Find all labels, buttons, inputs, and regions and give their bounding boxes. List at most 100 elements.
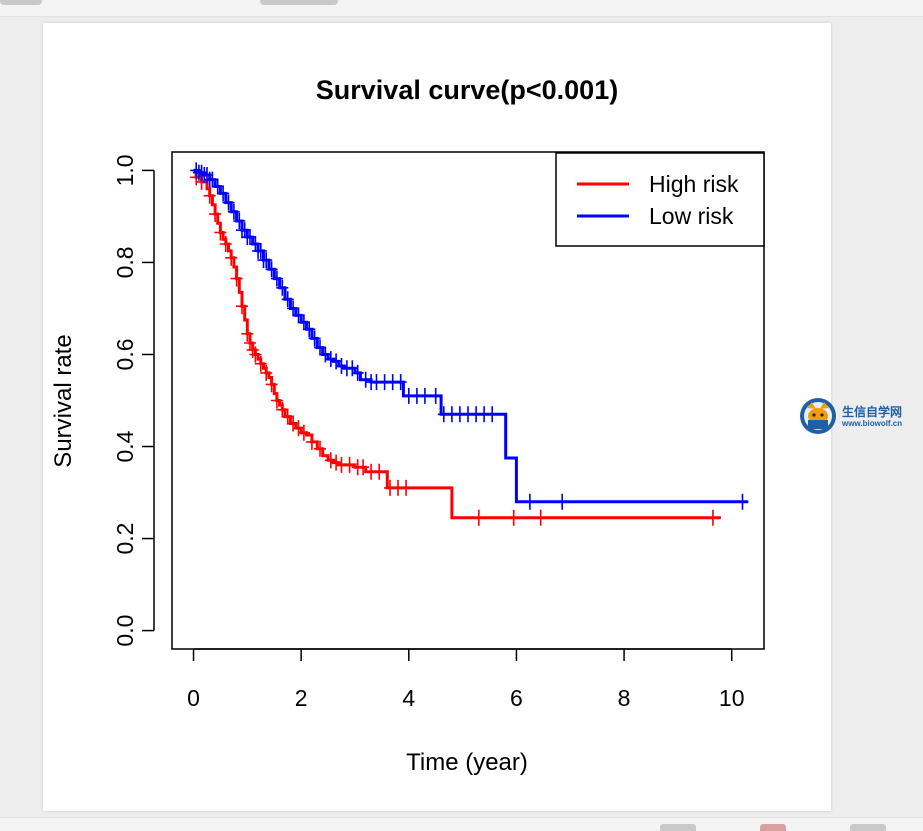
censor-mark-high-risk bbox=[534, 509, 547, 526]
plot-frame bbox=[171, 151, 765, 650]
toolbar-tab[interactable] bbox=[0, 0, 42, 5]
censor-mark-high-risk bbox=[203, 187, 216, 204]
censor-mark-low-risk bbox=[265, 261, 278, 278]
censor-mark-low-risk bbox=[394, 374, 407, 391]
x-tick-label: 2 bbox=[295, 685, 308, 711]
censor-mark-high-risk bbox=[330, 454, 343, 471]
censor-mark-high-risk bbox=[214, 224, 227, 241]
censor-mark-low-risk bbox=[270, 270, 283, 287]
censor-mark-low-risk bbox=[233, 213, 246, 229]
censor-mark-high-risk bbox=[343, 456, 356, 473]
censor-mark-high-risk bbox=[236, 298, 248, 315]
censor-mark-low-risk bbox=[260, 252, 273, 269]
censor-mark-high-risk bbox=[281, 408, 294, 425]
censor-mark-high-risk bbox=[357, 459, 370, 476]
y-axis-label: Survival rate bbox=[50, 334, 77, 467]
toolbar-tab[interactable] bbox=[260, 0, 338, 5]
toolbar-button[interactable] bbox=[760, 824, 786, 831]
legend: High risk Low risk bbox=[555, 152, 765, 247]
censor-mark-low-risk bbox=[486, 406, 499, 423]
censor-mark-low-risk bbox=[249, 236, 262, 252]
legend-label-low-risk: Low risk bbox=[649, 203, 734, 229]
x-tick-label: 0 bbox=[187, 685, 200, 711]
top-toolbar bbox=[0, 0, 923, 17]
censor-mark-high-risk bbox=[472, 509, 485, 526]
x-tick-label: 6 bbox=[510, 685, 523, 711]
censor-mark-low-risk bbox=[195, 164, 208, 181]
censor-mark-high-risk bbox=[507, 509, 520, 526]
censor-mark-low-risk bbox=[211, 178, 224, 195]
plot-card: Survival curve(p<0.001) Time (year) Surv… bbox=[43, 23, 831, 811]
censor-mark-low-risk bbox=[297, 314, 310, 331]
censor-mark-high-risk bbox=[373, 463, 386, 480]
censor-mark-low-risk bbox=[244, 229, 256, 246]
censor-mark-low-risk bbox=[287, 300, 300, 317]
censor-mark-high-risk bbox=[209, 206, 222, 223]
y-tick-label: 0.8 bbox=[112, 246, 138, 278]
censor-mark-low-risk bbox=[217, 185, 230, 202]
censor-mark-high-risk bbox=[260, 364, 273, 381]
censor-mark-low-risk bbox=[276, 279, 289, 296]
y-tick-label: 0.4 bbox=[112, 430, 138, 462]
censor-mark-low-risk bbox=[324, 351, 337, 368]
censor-mark-high-risk bbox=[244, 335, 256, 351]
toolbar-button[interactable] bbox=[660, 824, 696, 831]
censor-mark-high-risk bbox=[265, 376, 278, 393]
censor-mark-high-risk bbox=[706, 509, 719, 526]
censor-mark-high-risk bbox=[225, 249, 238, 266]
censor-mark-low-risk bbox=[351, 364, 364, 381]
toolbar-button[interactable] bbox=[850, 824, 886, 831]
censor-mark-low-risk bbox=[359, 371, 372, 388]
censor-mark-low-risk bbox=[418, 387, 431, 404]
x-axis: 0 2 4 6 8 10 bbox=[187, 648, 745, 711]
censor-mark-low-risk bbox=[303, 321, 316, 338]
censor-mark-high-risk bbox=[324, 452, 337, 469]
logo-text: 生信自学网 bbox=[842, 405, 903, 419]
legend-label-high-risk: High risk bbox=[649, 171, 739, 197]
censor-mark-high-risk bbox=[276, 401, 289, 418]
logo-url: www.biowolf.cn bbox=[842, 419, 903, 428]
censor-mark-high-risk bbox=[254, 355, 267, 372]
bottom-toolbar bbox=[0, 817, 923, 831]
x-tick-label: 4 bbox=[402, 685, 415, 711]
censor-mark-low-risk bbox=[314, 339, 326, 356]
censor-mark-high-risk bbox=[314, 440, 326, 457]
censor-mark-low-risk bbox=[335, 358, 348, 374]
survival-chart: Survival curve(p<0.001) Time (year) Surv… bbox=[50, 75, 765, 776]
survival-curve-low-risk bbox=[193, 168, 748, 504]
censor-mark-high-risk bbox=[305, 433, 318, 450]
censor-mark-low-risk bbox=[556, 493, 569, 510]
censor-mark-high-risk bbox=[400, 479, 413, 496]
y-tick-label: 1.0 bbox=[112, 154, 138, 186]
censor-mark-low-risk bbox=[736, 493, 749, 510]
wolf-logo-icon bbox=[800, 398, 836, 434]
censor-mark-low-risk bbox=[292, 307, 305, 324]
censor-mark-low-risk bbox=[281, 291, 294, 308]
x-axis-label: Time (year) bbox=[406, 749, 528, 776]
censor-mark-high-risk bbox=[297, 424, 310, 441]
censor-mark-high-risk bbox=[230, 270, 243, 287]
censor-mark-high-risk bbox=[249, 346, 262, 363]
censor-mark-high-risk bbox=[241, 325, 254, 342]
chart-title: Survival curve(p<0.001) bbox=[316, 75, 618, 105]
censor-mark-high-risk bbox=[219, 236, 232, 252]
biowolf-logo: 生信自学网 www.biowolf.cn bbox=[798, 396, 923, 436]
censor-mark-low-risk bbox=[222, 194, 235, 211]
censor-mark-low-risk bbox=[254, 242, 267, 259]
series-layer bbox=[190, 162, 749, 526]
x-tick-label: 8 bbox=[618, 685, 631, 711]
censor-mark-low-risk bbox=[523, 493, 536, 510]
censor-mark-low-risk bbox=[308, 330, 321, 347]
censor-mark-low-risk bbox=[429, 387, 442, 404]
censor-mark-low-risk bbox=[190, 162, 203, 179]
y-axis: 0.0 0.2 0.4 0.6 0.8 1.0 bbox=[112, 154, 155, 647]
censor-mark-low-risk bbox=[206, 171, 219, 188]
x-tick-label: 10 bbox=[719, 685, 745, 711]
y-tick-label: 0.6 bbox=[112, 338, 138, 370]
legend-box bbox=[555, 152, 765, 247]
censor-mark-low-risk bbox=[227, 203, 240, 220]
y-tick-label: 0.2 bbox=[112, 523, 138, 555]
censor-mark-low-risk bbox=[238, 222, 251, 239]
censor-mark-high-risk bbox=[270, 392, 283, 409]
y-tick-label: 0.0 bbox=[112, 615, 138, 647]
